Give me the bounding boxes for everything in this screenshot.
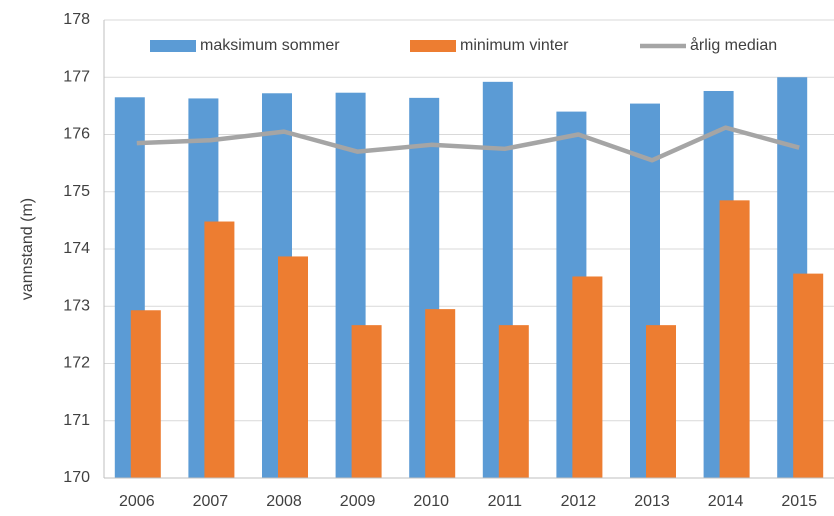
bar [498,325,529,478]
y-tick-label: 177 [63,68,90,85]
y-tick-label: 174 [63,240,90,257]
legend-swatch [150,40,196,52]
legend-label: minimum vinter [460,37,569,54]
x-tick-label: 2009 [340,493,376,510]
y-tick-label: 170 [63,469,90,486]
y-tick-label: 173 [63,297,90,314]
legend-label: årlig median [690,36,777,54]
bar [646,325,676,478]
legend-swatch [410,40,456,52]
y-tick-label: 171 [63,412,90,429]
line [136,125,800,163]
x-tick-label: 2011 [488,493,523,510]
y-tick-label: 172 [63,355,90,372]
x-tick-label: 2007 [193,493,229,510]
bar [793,273,824,478]
x-tick-label: 2014 [708,493,744,510]
legend-label: maksimum sommer [200,37,340,54]
y-axis-label: vannstand (m) [19,198,36,300]
bar [719,200,750,478]
bar [278,256,308,478]
x-tick-label: 2006 [119,493,155,510]
bar [425,309,456,478]
bar [130,310,161,478]
x-tick-label: 2008 [266,493,302,510]
y-tick-label: 178 [63,11,90,28]
y-tick-label: 175 [63,183,90,200]
x-tick-label: 2013 [634,493,670,510]
x-tick-label: 2012 [561,493,597,510]
y-tick-label: 176 [63,126,90,143]
x-tick-label: 2010 [413,493,449,510]
bar [204,221,235,478]
bar [351,325,382,478]
x-tick-label: 2015 [781,493,817,510]
bar [572,276,603,478]
